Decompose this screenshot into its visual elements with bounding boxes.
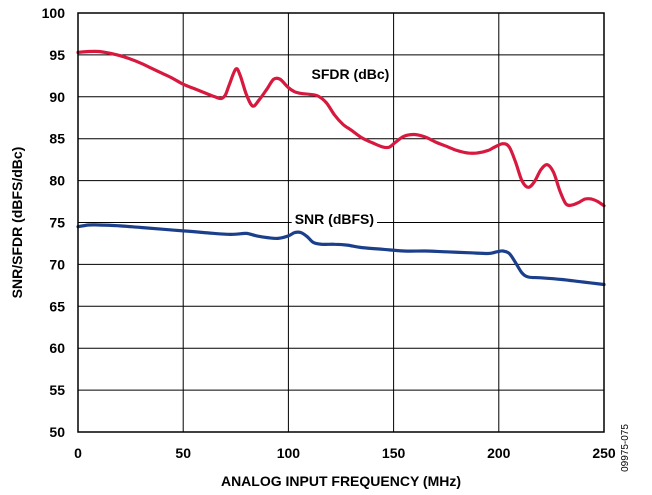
y-tick-label: 80: [49, 173, 65, 189]
series-label-sfdr-dbc: SFDR (dBc): [312, 66, 390, 82]
y-tick-label: 95: [49, 47, 65, 63]
x-axis-ticks: 0 50 100 150 200 250: [74, 445, 616, 461]
y-tick-label: 70: [49, 256, 65, 272]
figure-id: 09975-075: [620, 424, 631, 472]
series-line-sfdr-dbc: [76, 49, 606, 208]
y-tick-label: 60: [49, 340, 65, 356]
x-tick-label: 150: [382, 445, 406, 461]
y-tick-label: 90: [49, 89, 65, 105]
series-label-snr-dbfs: SNR (dBFS): [295, 211, 374, 227]
plot-area-frame: [77, 12, 605, 433]
x-axis-title: ANALOG INPUT FREQUENCY (MHz): [221, 473, 461, 489]
x-tick-label: 200: [487, 445, 511, 461]
y-tick-label: 85: [49, 131, 65, 147]
y-axis-ticks: 50 55 60 65 70 75 80 85 90 95 100: [42, 5, 66, 440]
series-labels: SFDR (dBc) SNR (dBFS): [291, 65, 393, 229]
x-tick-label: 0: [74, 445, 82, 461]
series-line-snr-dbfs: [76, 223, 606, 287]
y-tick-label: 55: [49, 382, 65, 398]
series-lines: [76, 49, 606, 287]
y-tick-label: 75: [49, 215, 65, 231]
y-axis-title: SNR/SFDR (dBFS/dBc): [9, 147, 25, 299]
y-tick-label: 100: [42, 5, 66, 21]
y-tick-label: 50: [49, 424, 65, 440]
x-tick-label: 100: [277, 445, 301, 461]
x-tick-label: 250: [592, 445, 616, 461]
grid-lines: [78, 13, 604, 432]
series-label-background: [291, 210, 378, 229]
series-label-background: [308, 65, 393, 84]
x-tick-label: 50: [175, 445, 191, 461]
y-tick-label: 65: [49, 298, 65, 314]
